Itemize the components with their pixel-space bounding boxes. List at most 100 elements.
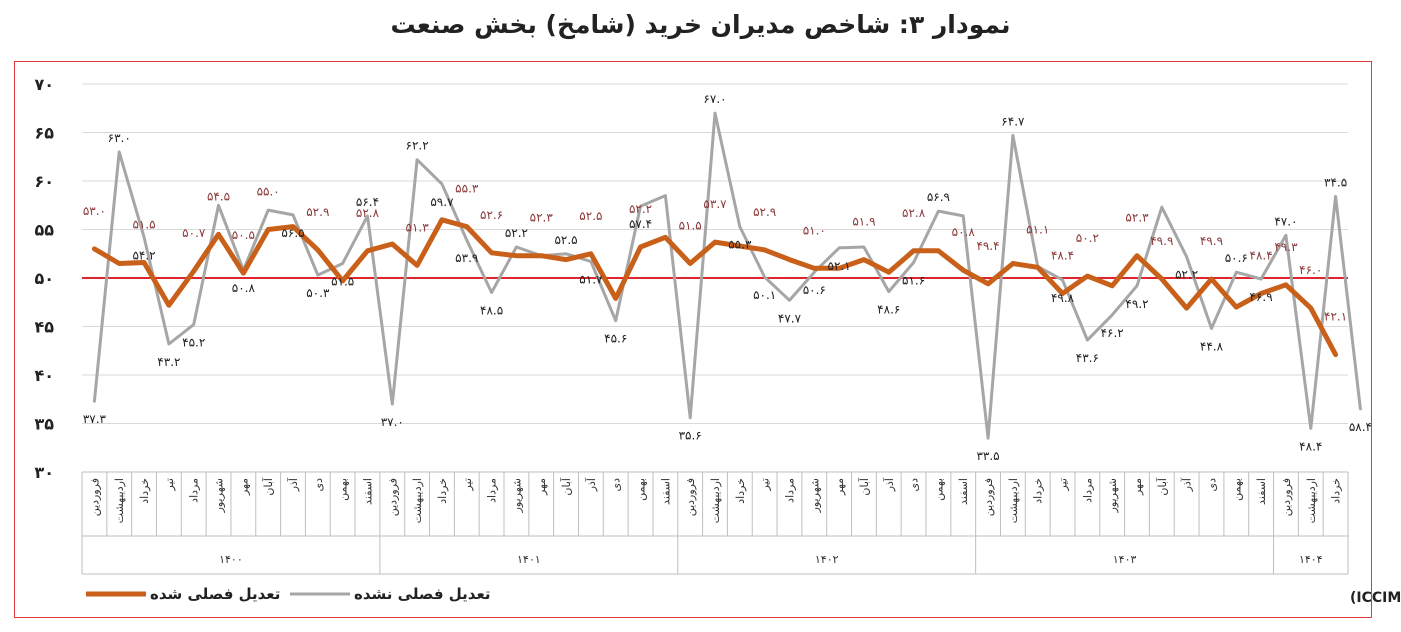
x-tick-label-month: آذر bbox=[584, 477, 598, 492]
x-tick-label-month: دی bbox=[908, 478, 921, 492]
data-label-not-adjusted: ۴۶.۹ bbox=[1250, 290, 1273, 304]
legend-label-not-adjusted: تعدیل فصلی نشده bbox=[354, 585, 491, 603]
data-label-seasonally-adjusted: ۵۱.۹ bbox=[852, 215, 875, 229]
x-tick-label-month: خرداد bbox=[1330, 478, 1343, 504]
data-label-not-adjusted: ۵۳.۹ bbox=[455, 251, 478, 265]
data-label-not-adjusted: ۴۵.۶ bbox=[604, 332, 627, 346]
data-label-seasonally-adjusted: ۵۰.۲ bbox=[1076, 231, 1099, 245]
data-label-seasonally-adjusted: ۴۸.۴ bbox=[1250, 249, 1273, 263]
x-tick-label-month: دی bbox=[610, 478, 623, 492]
data-label-not-adjusted: ۵۱.۶ bbox=[902, 273, 925, 287]
series-line-not-adjusted bbox=[92, 111, 1362, 440]
x-tick-label-month: اردیبهشت bbox=[1007, 478, 1020, 523]
data-label-seasonally-adjusted: ۴۸.۴ bbox=[1051, 249, 1074, 263]
x-tick-label-month: فروردین bbox=[1280, 478, 1293, 516]
x-tick-label-month: فروردین bbox=[684, 478, 697, 516]
x-tick-label-month: اردیبهشت bbox=[709, 478, 722, 523]
x-tick-label-month: خرداد bbox=[734, 478, 747, 504]
x-tick-label-month: تیر bbox=[1057, 478, 1070, 491]
x-tick-label-month: خرداد bbox=[1032, 478, 1045, 504]
data-label-not-adjusted: ۵۷.۴ bbox=[629, 217, 652, 231]
data-label-not-adjusted: ۵۰.۶ bbox=[803, 283, 826, 297]
data-label-not-adjusted: ۵۵.۳ bbox=[728, 238, 752, 252]
data-label-seasonally-adjusted: ۴۲.۱ bbox=[1324, 310, 1347, 324]
x-tick-label-month: آبان bbox=[559, 477, 573, 495]
data-label-not-adjusted: ۶۷.۰ bbox=[703, 92, 726, 106]
x-tick-label-month: شهریور bbox=[510, 478, 523, 513]
data-label-seasonally-adjusted: ۵۲.۸ bbox=[902, 206, 926, 220]
x-tick-label-month: مهر bbox=[535, 478, 548, 496]
data-label-seasonally-adjusted: ۵۰.۵ bbox=[232, 228, 255, 242]
x-tick-label-year: ۱۴۰۲ bbox=[815, 553, 839, 566]
data-label-seasonally-adjusted: ۵۵.۰ bbox=[257, 185, 280, 199]
data-label-not-adjusted: ۴۸.۶ bbox=[877, 303, 900, 317]
data-label-not-adjusted: ۵۹.۷ bbox=[430, 195, 454, 209]
data-label-seasonally-adjusted: ۵۳.۰ bbox=[83, 204, 106, 218]
x-tick-label-month: خرداد bbox=[138, 478, 151, 504]
data-label-seasonally-adjusted: ۴۶.۰ bbox=[1299, 263, 1322, 277]
x-tick-label-month: آذر bbox=[882, 477, 896, 492]
data-label-seasonally-adjusted: ۵۱.۰ bbox=[803, 223, 826, 237]
x-tick-label-month: مرداد bbox=[486, 478, 499, 503]
x-tick-label-month: آذر bbox=[1180, 477, 1194, 492]
y-tick-label: ۳۰ bbox=[34, 463, 54, 482]
data-label-seasonally-adjusted: ۵۲.۹ bbox=[753, 205, 776, 219]
data-label-not-adjusted: ۳۶.۵ bbox=[1374, 0, 1397, 3]
x-tick-label-month: فروردین bbox=[386, 478, 399, 516]
data-label-not-adjusted: ۵۸.۴ bbox=[1349, 420, 1372, 434]
data-label-seasonally-adjusted: ۵۲.۶ bbox=[480, 208, 503, 222]
data-label-seasonally-adjusted: ۵۲.۳ bbox=[1125, 211, 1149, 225]
data-label-seasonally-adjusted: ۵۲.۸ bbox=[356, 206, 380, 220]
data-label-not-adjusted: ۵۶.۹ bbox=[927, 190, 950, 204]
data-label-not-adjusted: ۵۲.۲ bbox=[505, 226, 528, 240]
x-tick-label-year: ۱۴۰۱ bbox=[517, 553, 541, 566]
x-tick-label-month: اردیبهشت bbox=[113, 478, 126, 523]
y-tick-label: ۶۵ bbox=[34, 124, 54, 143]
data-label-not-adjusted: ۵۱.۵ bbox=[331, 274, 354, 288]
data-label-not-adjusted: ۵۶.۵ bbox=[281, 226, 304, 240]
data-label-not-adjusted: ۳۷.۰ bbox=[381, 415, 404, 429]
data-label-seasonally-adjusted: ۵۰.۸ bbox=[952, 225, 976, 239]
x-tick-label-month: اسفند bbox=[361, 478, 374, 505]
data-label-seasonally-adjusted: ۵۲.۹ bbox=[306, 205, 329, 219]
source-note: منبع: اتاق بازرگانی، صنایع، معادن و کشاو… bbox=[1350, 589, 1401, 606]
x-tick-label-month: شهریور bbox=[1106, 478, 1119, 513]
y-tick-label: ۴۰ bbox=[34, 366, 54, 385]
data-label-seasonally-adjusted: ۴۹.۳ bbox=[1274, 240, 1298, 254]
data-label-not-adjusted: ۴۸.۴ bbox=[1299, 439, 1322, 453]
data-label-seasonally-adjusted: ۴۹.۹ bbox=[1200, 234, 1223, 248]
data-label-seasonally-adjusted: ۵۲.۵ bbox=[579, 209, 602, 223]
data-label-seasonally-adjusted: ۵۴.۵ bbox=[207, 189, 230, 203]
y-tick-label: ۷۰ bbox=[34, 75, 54, 94]
y-tick-label: ۵۰ bbox=[34, 269, 54, 288]
data-label-not-adjusted: ۴۹.۲ bbox=[1125, 297, 1148, 311]
x-tick-label-month: شهریور bbox=[808, 478, 821, 513]
data-label-seasonally-adjusted: ۴۹.۴ bbox=[976, 239, 999, 253]
data-label-not-adjusted: ۵۰.۶ bbox=[1225, 251, 1248, 265]
data-label-not-adjusted: ۳۷.۳ bbox=[83, 412, 107, 426]
x-tick-label-month: فروردین bbox=[982, 478, 995, 516]
data-label-seasonally-adjusted: ۴۹.۹ bbox=[1150, 234, 1173, 248]
x-tick-label-month: بهمن bbox=[337, 478, 350, 501]
x-tick-label-year: ۱۴۰۴ bbox=[1299, 553, 1323, 566]
data-label-seasonally-adjusted: ۵۱.۱ bbox=[1026, 222, 1049, 236]
x-tick-label-month: بهمن bbox=[635, 478, 648, 501]
data-label-not-adjusted: ۶۲.۲ bbox=[406, 139, 429, 153]
data-label-not-adjusted: ۵۲.۱ bbox=[828, 259, 851, 273]
x-tick-label-month: مهر bbox=[833, 478, 846, 496]
x-tick-label-month: آبان bbox=[1155, 477, 1169, 495]
data-label-not-adjusted: ۳۵.۶ bbox=[679, 429, 702, 443]
x-tick-label-month: دی bbox=[1205, 478, 1218, 492]
data-label-not-adjusted: ۴۷.۰ bbox=[1274, 214, 1297, 228]
x-tick-label-month: آذر bbox=[286, 477, 300, 492]
x-tick-label-month: اردیبهشت bbox=[411, 478, 424, 523]
data-label-seasonally-adjusted: ۵۲.۲ bbox=[629, 202, 652, 216]
x-tick-label-month: بهمن bbox=[1230, 478, 1243, 501]
series-line-seasonally-adjusted bbox=[91, 217, 1339, 358]
x-tick-label-month: مهر bbox=[237, 478, 250, 496]
y-tick-label: ۴۵ bbox=[34, 318, 54, 337]
data-label-not-adjusted: ۵۰.۸ bbox=[232, 281, 256, 295]
data-label-not-adjusted: ۴۸.۵ bbox=[480, 304, 503, 318]
data-label-not-adjusted: ۳۳.۵ bbox=[976, 449, 999, 463]
x-tick-label-month: اسفند bbox=[1255, 478, 1268, 505]
